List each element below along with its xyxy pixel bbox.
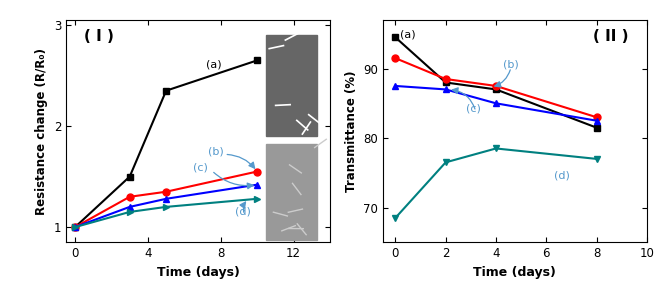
Text: ( II ): ( II ) (593, 29, 628, 44)
Text: (b): (b) (504, 59, 519, 69)
Text: (b): (b) (208, 146, 224, 156)
Y-axis label: Resistance change (R/R₀): Resistance change (R/R₀) (35, 48, 48, 215)
Bar (266, 35, 317, 136)
Text: (c): (c) (193, 162, 209, 172)
Text: (d): (d) (554, 170, 570, 180)
Text: (c): (c) (466, 104, 480, 114)
Text: (d): (d) (236, 207, 251, 217)
Bar (266, 144, 317, 240)
Text: ( I ): ( I ) (84, 29, 114, 44)
Y-axis label: Transmittance (%): Transmittance (%) (345, 70, 358, 192)
X-axis label: Time (days): Time (days) (473, 266, 556, 279)
Text: (a): (a) (206, 60, 222, 70)
X-axis label: Time (days): Time (days) (156, 266, 240, 279)
Text: (a): (a) (401, 29, 416, 39)
